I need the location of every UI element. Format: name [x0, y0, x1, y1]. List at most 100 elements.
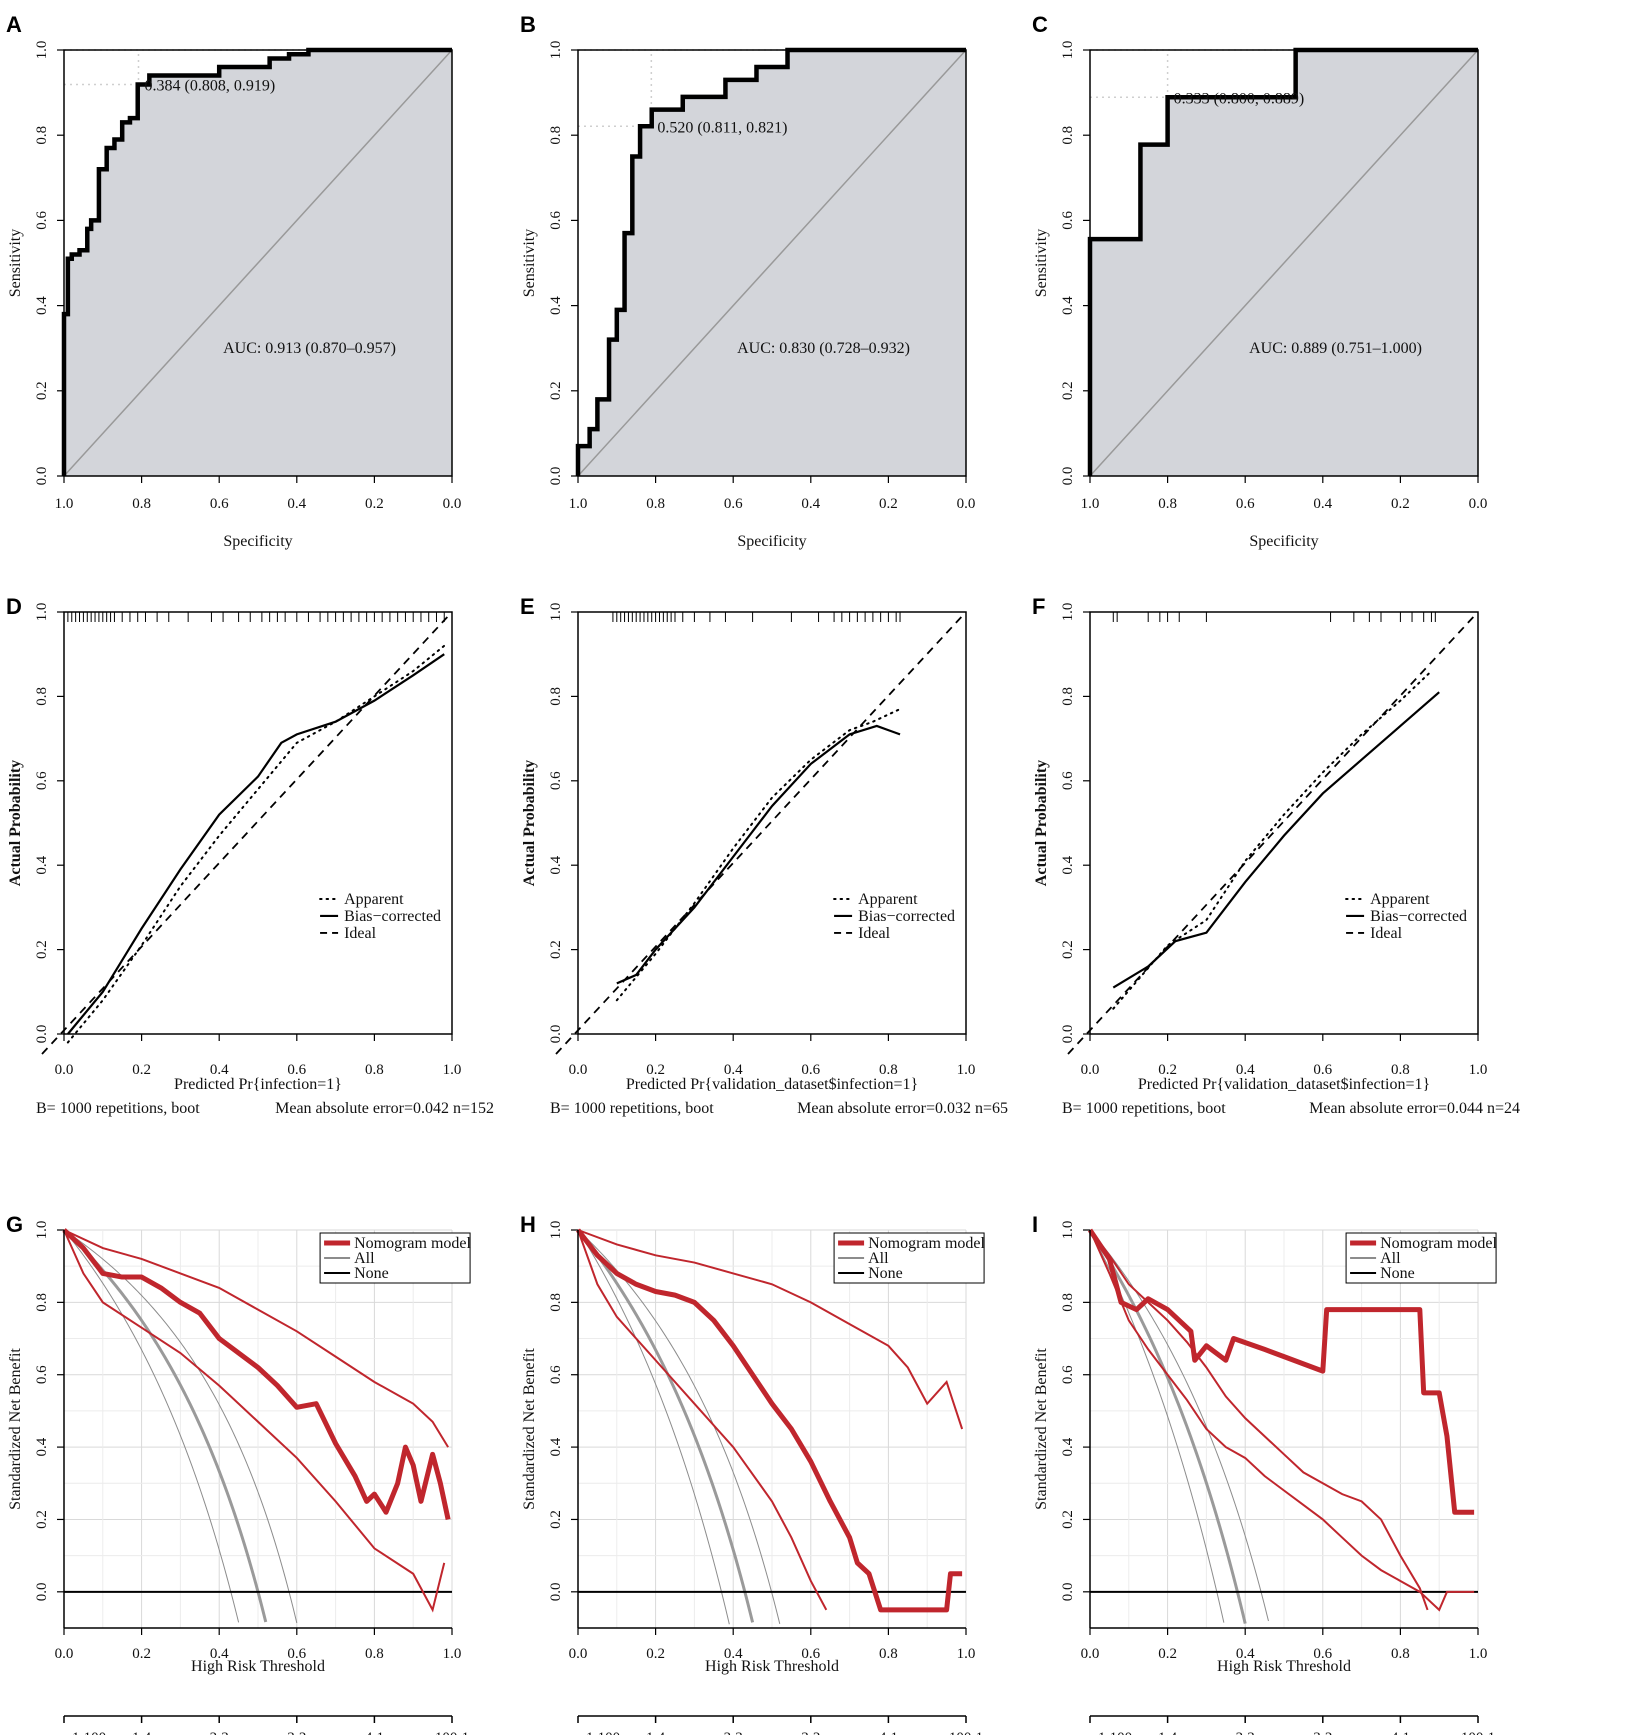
y-tick-label-C-2: 0.4	[1060, 296, 1076, 315]
x-tick-label-F-3: 0.6	[1313, 1062, 1332, 1078]
plot-frame-C	[1089, 49, 1479, 477]
y-axis-label-C: Sensitivity	[1033, 229, 1050, 297]
model-ci-upper-G	[63, 1229, 449, 1448]
x-axis-label-B: Specificity	[737, 533, 806, 550]
y-axis-label-G: Standardized Net Benefit	[7, 1348, 24, 1510]
model-ci-lower-G	[63, 1229, 446, 1613]
y-tick-label-B-5: 1.0	[548, 41, 564, 60]
x-tick-label-C-4: 0.2	[1391, 496, 1410, 512]
footer-left-D: B= 1000 repetitions, boot	[36, 1100, 200, 1117]
y-tick-label-G-3: 0.6	[34, 1365, 50, 1384]
y-tick-label-B-3: 0.6	[548, 211, 564, 230]
x-tick-label-B-1: 0.8	[646, 496, 665, 512]
x2-tick-label-H-0: 1:100	[586, 1730, 620, 1735]
x-axis-label-E: Predicted Pr{validation_dataset$infectio…	[626, 1076, 918, 1093]
x-tick-label-C-2: 0.6	[1236, 496, 1255, 512]
roc-diagonal-B	[577, 49, 967, 477]
footer-right-E: Mean absolute error=0.032 n=65	[797, 1100, 1008, 1117]
x2-tick-label-G-4: 4:1	[365, 1730, 384, 1735]
x2-tick-label-H-5: 100:1	[949, 1730, 983, 1735]
legend-label-I-1: All	[1380, 1250, 1401, 1267]
all-curve-H	[576, 1229, 755, 1623]
legend-label-F-0: Apparent	[1370, 891, 1430, 908]
x-tick-label-E-1: 0.2	[646, 1062, 665, 1078]
legend-label-E-1: Bias−corrected	[858, 908, 955, 925]
legend-label-G-2: None	[354, 1265, 389, 1282]
x-tick-label-B-5: 0.0	[957, 496, 976, 512]
x-tick-label-E-2: 0.4	[724, 1062, 743, 1078]
x-tick-label-H-5: 1.0	[957, 1646, 976, 1662]
x-tick-label-B-2: 0.6	[724, 496, 743, 512]
x2-tick-label-I-1: 1:4	[1158, 1730, 1178, 1735]
x-tick-label-I-0: 0.0	[1081, 1646, 1100, 1662]
panel-label-I: I	[1032, 1212, 1038, 1237]
auc-label-A: AUC: 0.913 (0.870–0.957)	[223, 340, 396, 357]
x2-tick-label-I-3: 3:2	[1313, 1730, 1332, 1735]
x-tick-label-E-4: 0.8	[879, 1062, 898, 1078]
x-tick-label-B-0: 1.0	[569, 496, 588, 512]
x-tick-label-E-3: 0.6	[801, 1062, 820, 1078]
x-tick-label-A-5: 0.0	[443, 496, 462, 512]
roc-diagonal-C	[1089, 49, 1479, 477]
x-axis-label-H: High Risk Threshold	[705, 1658, 839, 1675]
y-tick-label-G-5: 1.0	[34, 1221, 50, 1240]
all-ci-upper-G	[63, 1229, 298, 1624]
legend-label-D-1: Bias−corrected	[344, 908, 441, 925]
x-tick-label-H-4: 0.8	[879, 1646, 898, 1662]
threshold-label-C: 0.333 (0.800, 0.889)	[1174, 90, 1305, 107]
y-tick-label-E-0: 0.0	[548, 1025, 564, 1044]
x2-tick-label-G-2: 2:3	[210, 1730, 229, 1735]
y-tick-label-A-0: 0.0	[34, 467, 50, 486]
x-tick-label-H-2: 0.4	[724, 1646, 743, 1662]
x-tick-label-I-4: 0.8	[1391, 1646, 1410, 1662]
y-tick-label-F-4: 0.8	[1060, 687, 1076, 706]
y-tick-label-F-0: 0.0	[1060, 1025, 1076, 1044]
x-tick-label-A-3: 0.4	[287, 496, 306, 512]
y-axis-label-E: Actual Probability	[521, 760, 538, 886]
x-tick-label-A-0: 1.0	[55, 496, 74, 512]
y-axis-label-B: Sensitivity	[521, 229, 538, 297]
y-tick-label-C-3: 0.6	[1060, 211, 1076, 230]
x-tick-label-I-5: 1.0	[1469, 1646, 1488, 1662]
model-curve-H	[576, 1228, 963, 1613]
y-tick-label-E-5: 1.0	[548, 603, 564, 622]
x-tick-label-G-5: 1.0	[443, 1646, 462, 1662]
y-tick-label-C-0: 0.0	[1060, 467, 1076, 486]
y-tick-label-E-2: 0.4	[548, 855, 564, 874]
y-tick-label-H-3: 0.6	[548, 1365, 564, 1384]
x2-tick-label-G-3: 3:2	[287, 1730, 306, 1735]
x2-tick-label-H-3: 3:2	[801, 1730, 820, 1735]
y-tick-label-I-0: 0.0	[1060, 1582, 1076, 1601]
y-tick-label-C-1: 0.2	[1060, 381, 1076, 400]
panel-label-D: D	[6, 594, 22, 619]
y-tick-label-F-5: 1.0	[1060, 603, 1076, 622]
x-tick-label-F-0: 0.0	[1081, 1062, 1100, 1078]
legend-label-F-2: Ideal	[1370, 925, 1403, 942]
y-tick-label-D-5: 1.0	[34, 603, 50, 622]
x-tick-label-F-1: 0.2	[1158, 1062, 1177, 1078]
model-ci-lower-H	[577, 1229, 828, 1611]
x-tick-label-D-0: 0.0	[55, 1062, 74, 1078]
x-tick-label-G-1: 0.2	[132, 1646, 151, 1662]
x-tick-label-H-0: 0.0	[569, 1646, 588, 1662]
legend-label-H-0: Nomogram model	[868, 1235, 985, 1252]
roc-diagonal-A	[63, 49, 453, 477]
y-tick-label-H-1: 0.2	[548, 1510, 564, 1529]
x-tick-label-G-3: 0.6	[287, 1646, 306, 1662]
bias-corrected-line-E	[616, 724, 901, 985]
x-tick-label-F-5: 1.0	[1469, 1062, 1488, 1078]
plot-frame-A	[63, 49, 453, 477]
y-tick-label-I-4: 0.8	[1060, 1293, 1076, 1312]
all-ci-upper-I	[1089, 1229, 1269, 1622]
legend-label-G-1: All	[354, 1250, 375, 1267]
y-tick-label-H-5: 1.0	[548, 1221, 564, 1240]
y-tick-label-H-0: 0.0	[548, 1582, 564, 1601]
y-axis-label-H: Standardized Net Benefit	[521, 1348, 538, 1510]
y-axis-label-D: Actual Probability	[7, 760, 24, 886]
footer-right-F: Mean absolute error=0.044 n=24	[1309, 1100, 1520, 1117]
ideal-line-D	[41, 611, 453, 1055]
y-tick-label-B-0: 0.0	[548, 467, 564, 486]
x-tick-label-H-3: 0.6	[801, 1646, 820, 1662]
all-curve-I	[1088, 1229, 1247, 1624]
x-axis-label-F: Predicted Pr{validation_dataset$infectio…	[1138, 1076, 1430, 1093]
